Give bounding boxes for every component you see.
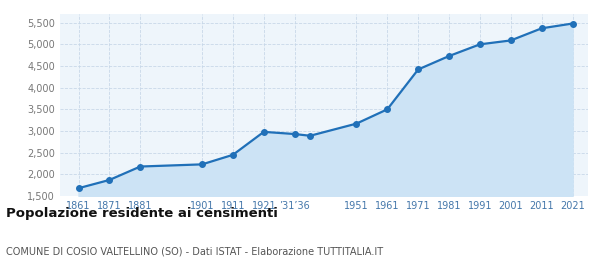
Text: COMUNE DI COSIO VALTELLINO (SO) - Dati ISTAT - Elaborazione TUTTITALIA.IT: COMUNE DI COSIO VALTELLINO (SO) - Dati I… bbox=[6, 246, 383, 256]
Text: Popolazione residente ai censimenti: Popolazione residente ai censimenti bbox=[6, 207, 278, 220]
